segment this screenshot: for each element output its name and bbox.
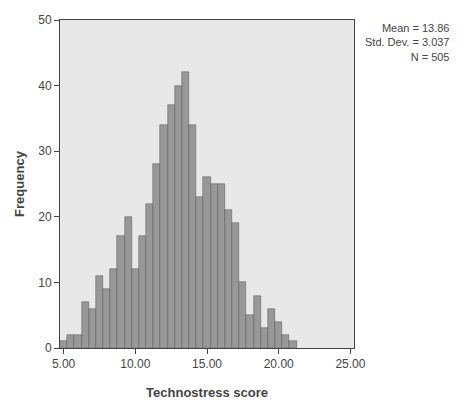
svg-text:40: 40	[38, 79, 52, 93]
svg-text:30: 30	[38, 144, 52, 158]
svg-text:Technostress score: Technostress score	[146, 385, 268, 400]
svg-text:5.00: 5.00	[52, 357, 76, 371]
svg-text:25.00: 25.00	[335, 357, 365, 371]
svg-text:15.00: 15.00	[192, 357, 222, 371]
svg-text:10: 10	[38, 276, 52, 290]
svg-text:0: 0	[45, 341, 52, 355]
svg-text:50: 50	[38, 13, 52, 27]
svg-text:20.00: 20.00	[264, 357, 294, 371]
svg-text:Frequency: Frequency	[12, 150, 27, 217]
svg-text:10.00: 10.00	[120, 357, 150, 371]
svg-text:Mean = 13.86Std. Dev. = 3.037N: Mean = 13.86Std. Dev. = 3.037N = 505	[365, 22, 450, 63]
svg-text:20: 20	[38, 210, 52, 224]
